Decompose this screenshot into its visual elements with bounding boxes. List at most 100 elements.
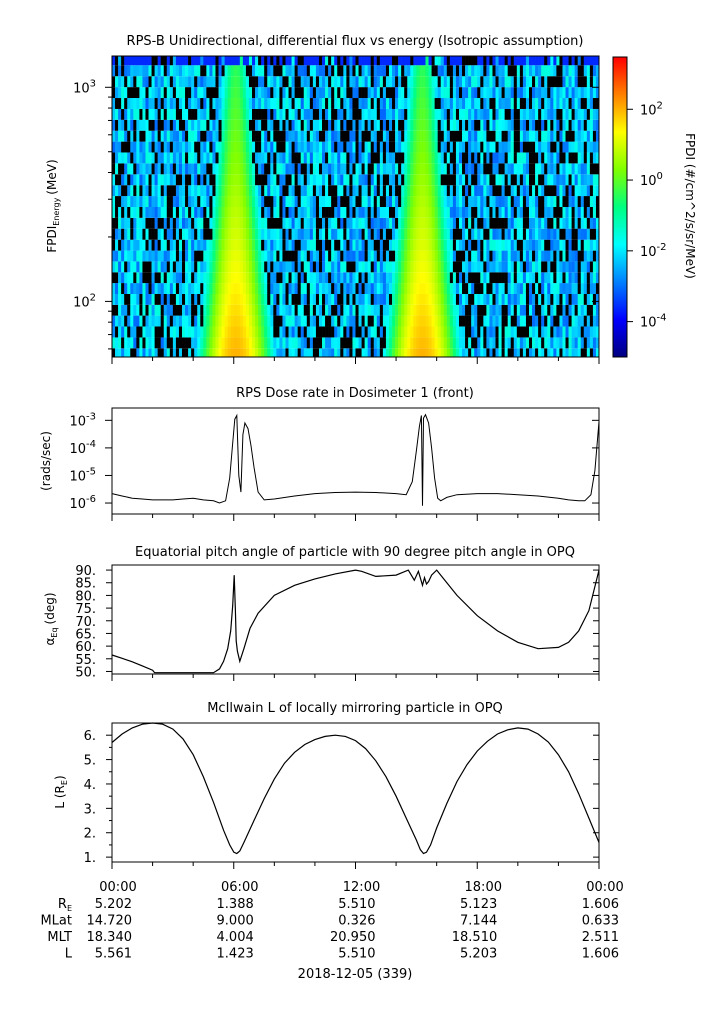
spectrogram-cell — [574, 228, 578, 240]
spectrogram-cell — [465, 98, 469, 109]
spectrogram-cell — [577, 239, 582, 251]
spectrogram-cell — [236, 272, 241, 284]
spectrogram-cell — [309, 174, 314, 186]
spectrogram-cell — [136, 326, 140, 338]
spectrogram-cell — [267, 217, 271, 229]
spectrogram-cell — [498, 130, 502, 142]
spectrogram-cell — [352, 217, 356, 229]
spectrogram-cell — [215, 250, 219, 262]
spectrogram-cell — [373, 119, 378, 131]
spectrogram-cell — [145, 185, 149, 197]
spectrogram-cell — [309, 337, 314, 349]
spectrogram-cell — [227, 108, 232, 120]
spectrogram-cell — [385, 250, 390, 262]
spectrogram-cell — [194, 315, 198, 327]
spectrogram-cell — [516, 119, 521, 131]
spectrogram-cell — [486, 87, 490, 99]
spectrogram-cell — [462, 337, 466, 349]
spectrogram-cell — [203, 228, 207, 240]
spectrogram-cell — [416, 206, 420, 218]
mcilwain-l-x-ticks — [111, 862, 600, 869]
spectrogram-cell — [513, 293, 518, 305]
spectrogram-cell — [209, 326, 213, 338]
spectrogram-cell — [318, 119, 323, 131]
spectrogram-cell — [197, 65, 201, 77]
spectrogram-cell — [221, 163, 225, 175]
spectrogram-cell — [151, 119, 155, 131]
spectrogram-cell — [547, 228, 551, 240]
spectrogram-cell — [124, 196, 128, 207]
spectrogram-cell — [492, 326, 496, 338]
spectrogram-cell — [544, 152, 548, 164]
spectrogram-cell — [279, 261, 283, 273]
spectrogram-cell — [550, 87, 554, 99]
spectrogram-cell — [273, 293, 277, 305]
spectrogram-cell — [133, 65, 137, 77]
spectrogram-cell — [480, 130, 484, 142]
spectrogram-cell — [157, 304, 161, 316]
spectrogram-cell — [486, 119, 490, 131]
spectrogram-cell — [477, 250, 481, 262]
spectrogram-cell — [458, 56, 463, 66]
spectrogram-cell — [565, 141, 569, 153]
y-tick-label-exponent: -6 — [86, 494, 96, 505]
spectrogram-cell — [239, 315, 244, 327]
spectrogram-cell — [297, 315, 302, 327]
spectrogram-cell — [513, 56, 518, 66]
spectrogram-cell — [252, 87, 256, 99]
spectrogram-cell — [522, 348, 527, 357]
spectrogram-cell — [273, 119, 277, 131]
spectrogram-cell — [315, 239, 320, 251]
spectrogram-cell — [297, 174, 302, 186]
spectrogram-cell — [373, 206, 378, 218]
spectrogram-cell — [519, 185, 524, 197]
spectrogram-cell — [303, 163, 308, 175]
spectrogram-cell — [385, 304, 390, 316]
spectrogram-cell — [224, 108, 228, 120]
spectrogram-cell — [455, 337, 460, 349]
spectrogram-cell — [343, 250, 347, 262]
spectrogram-cell — [169, 304, 174, 316]
spectrogram-cell — [185, 152, 189, 164]
spectrogram-cell — [580, 261, 585, 273]
spectrogram-cell — [300, 337, 305, 349]
spectrogram-cell — [258, 348, 262, 357]
spectrogram-cell — [118, 304, 122, 316]
spectrogram-cell — [425, 228, 429, 240]
spectrogram-cell — [583, 206, 588, 218]
spectrogram-cell — [115, 206, 119, 218]
spectrogram-cell — [349, 250, 353, 262]
spectrogram-cell — [589, 239, 594, 251]
spectrogram-cell — [486, 228, 490, 240]
spectrogram-cell — [175, 76, 180, 88]
spectrogram-cell — [401, 119, 405, 131]
spectrogram-cell — [118, 108, 122, 120]
spectrogram-cell — [236, 141, 241, 153]
spectrogram-cell — [124, 87, 128, 99]
spectrogram-cell — [577, 304, 582, 316]
spectrogram-cell — [586, 217, 591, 229]
spectrogram-cell — [388, 239, 393, 251]
spectrogram-cell — [410, 98, 414, 109]
spectrogram-cell — [248, 152, 253, 164]
spectrogram-cell — [264, 141, 268, 153]
spectrogram-cell — [188, 108, 192, 120]
spectrogram-cell — [282, 283, 286, 294]
spectrogram-cell — [166, 163, 171, 175]
spectrogram-cell — [224, 283, 228, 294]
spectrogram-cell — [404, 272, 408, 284]
spectrogram-cell — [437, 130, 442, 142]
spectrogram-cell — [118, 163, 122, 175]
spectrogram-cell — [270, 315, 274, 327]
spectrogram-cell — [233, 185, 238, 197]
spectrogram-cell — [337, 272, 341, 284]
spectrogram-cell — [209, 315, 213, 327]
spectrogram-cell — [136, 304, 140, 316]
spectrogram-cell — [182, 174, 186, 186]
spectrogram-cell — [541, 261, 545, 273]
spectrogram-cell — [401, 65, 405, 77]
spectrogram-cell — [300, 174, 305, 186]
spectrogram-cell — [434, 228, 438, 240]
spectrogram-cell — [306, 185, 311, 197]
